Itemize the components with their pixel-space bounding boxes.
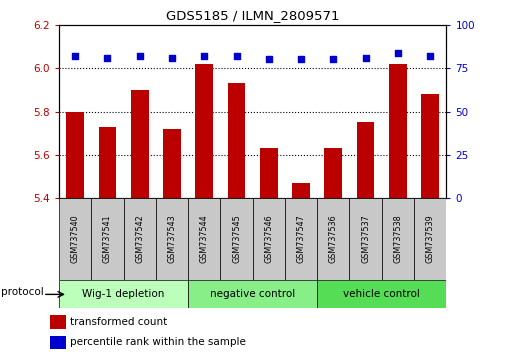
Bar (188, 198, 221, 280)
Text: vehicle control: vehicle control (343, 289, 420, 299)
Title: GDS5185 / ILMN_2809571: GDS5185 / ILMN_2809571 (166, 9, 340, 22)
Bar (156, 198, 188, 280)
Text: GSM737536: GSM737536 (329, 215, 338, 263)
Text: GSM737540: GSM737540 (71, 215, 80, 263)
Point (297, 57, 305, 62)
Bar (98, 127, 116, 198)
Point (168, 55, 176, 61)
Point (103, 55, 111, 61)
Point (265, 57, 273, 62)
Bar (188, 280, 317, 308)
Bar (324, 148, 342, 198)
Bar (91, 198, 124, 280)
Bar (260, 148, 278, 198)
Bar (66, 112, 84, 198)
Point (71, 53, 79, 59)
Text: GSM737545: GSM737545 (232, 215, 241, 263)
Text: Wig-1 depletion: Wig-1 depletion (83, 289, 165, 299)
Bar (389, 64, 407, 198)
Bar (124, 198, 156, 280)
Bar (228, 83, 245, 198)
Text: GSM737543: GSM737543 (167, 215, 176, 263)
Point (426, 53, 435, 59)
Text: GSM737538: GSM737538 (393, 215, 402, 263)
Text: GSM737542: GSM737542 (135, 215, 144, 263)
Point (135, 53, 144, 59)
Bar (349, 198, 382, 280)
Bar (252, 198, 285, 280)
Bar (285, 198, 317, 280)
Text: GSM737541: GSM737541 (103, 215, 112, 263)
Text: percentile rank within the sample: percentile rank within the sample (70, 337, 246, 348)
Text: negative control: negative control (210, 289, 295, 299)
Bar (382, 198, 414, 280)
Point (329, 57, 338, 62)
Text: GSM737546: GSM737546 (264, 215, 273, 263)
Text: GSM737537: GSM737537 (361, 215, 370, 263)
Text: GSM737547: GSM737547 (297, 215, 306, 263)
Point (232, 53, 241, 59)
Text: GSM737539: GSM737539 (426, 215, 435, 263)
Point (394, 50, 402, 55)
Bar (195, 64, 213, 198)
Bar (163, 129, 181, 198)
Text: protocol: protocol (2, 287, 44, 297)
Point (200, 53, 208, 59)
Bar (317, 198, 349, 280)
Bar (50, 315, 66, 329)
Text: GSM737544: GSM737544 (200, 215, 209, 263)
Bar (414, 198, 446, 280)
Text: transformed count: transformed count (70, 317, 168, 327)
Bar (59, 280, 188, 308)
Point (362, 55, 370, 61)
Bar (59, 198, 91, 280)
Bar (357, 122, 374, 198)
Bar (421, 94, 439, 198)
Bar (50, 336, 66, 349)
Bar (292, 183, 310, 198)
Bar (131, 90, 149, 198)
Bar (221, 198, 252, 280)
Bar (317, 280, 446, 308)
